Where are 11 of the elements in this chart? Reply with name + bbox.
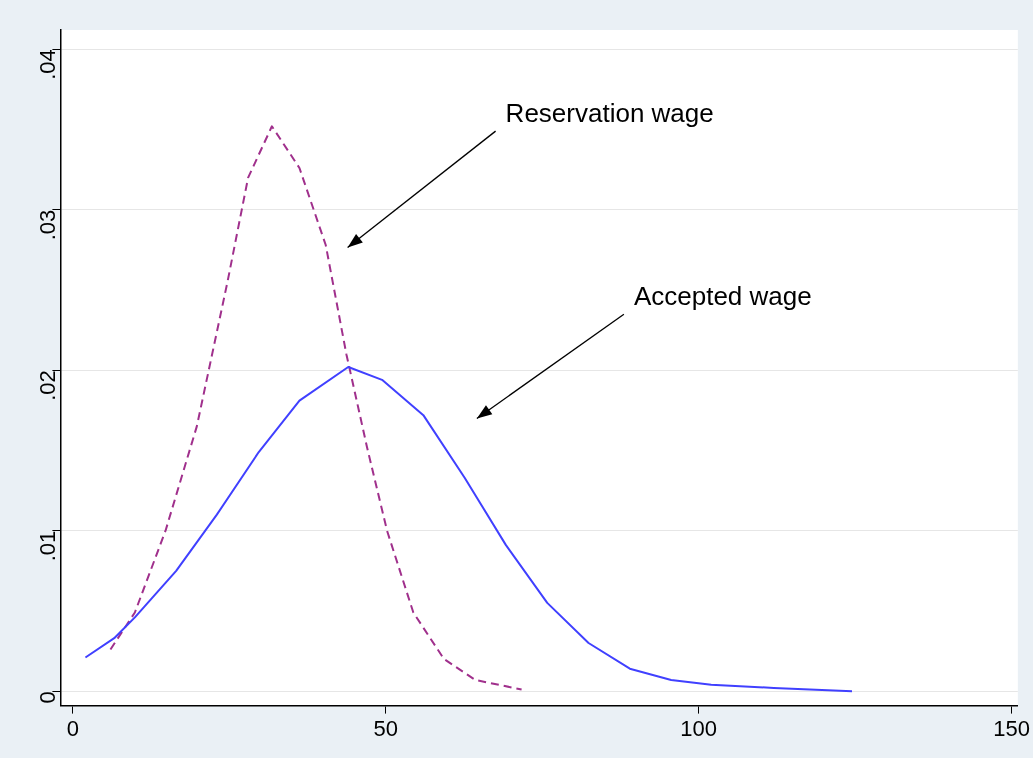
y-tick-label: .04 — [35, 49, 61, 80]
annotation: Accepted wage — [633, 281, 812, 312]
y-tick-label: .02 — [35, 370, 61, 401]
x-tick-label: 100 — [680, 715, 718, 741]
y-tick-label: .01 — [35, 530, 61, 562]
x-tick-label: 0 — [66, 715, 80, 741]
y-tick-label: 0 — [35, 691, 61, 704]
y-tick-label: .03 — [35, 209, 61, 241]
x-tick-label: 50 — [373, 715, 399, 741]
x-tick-label: 150 — [993, 715, 1030, 741]
annotation: Reservation wage — [505, 98, 714, 129]
